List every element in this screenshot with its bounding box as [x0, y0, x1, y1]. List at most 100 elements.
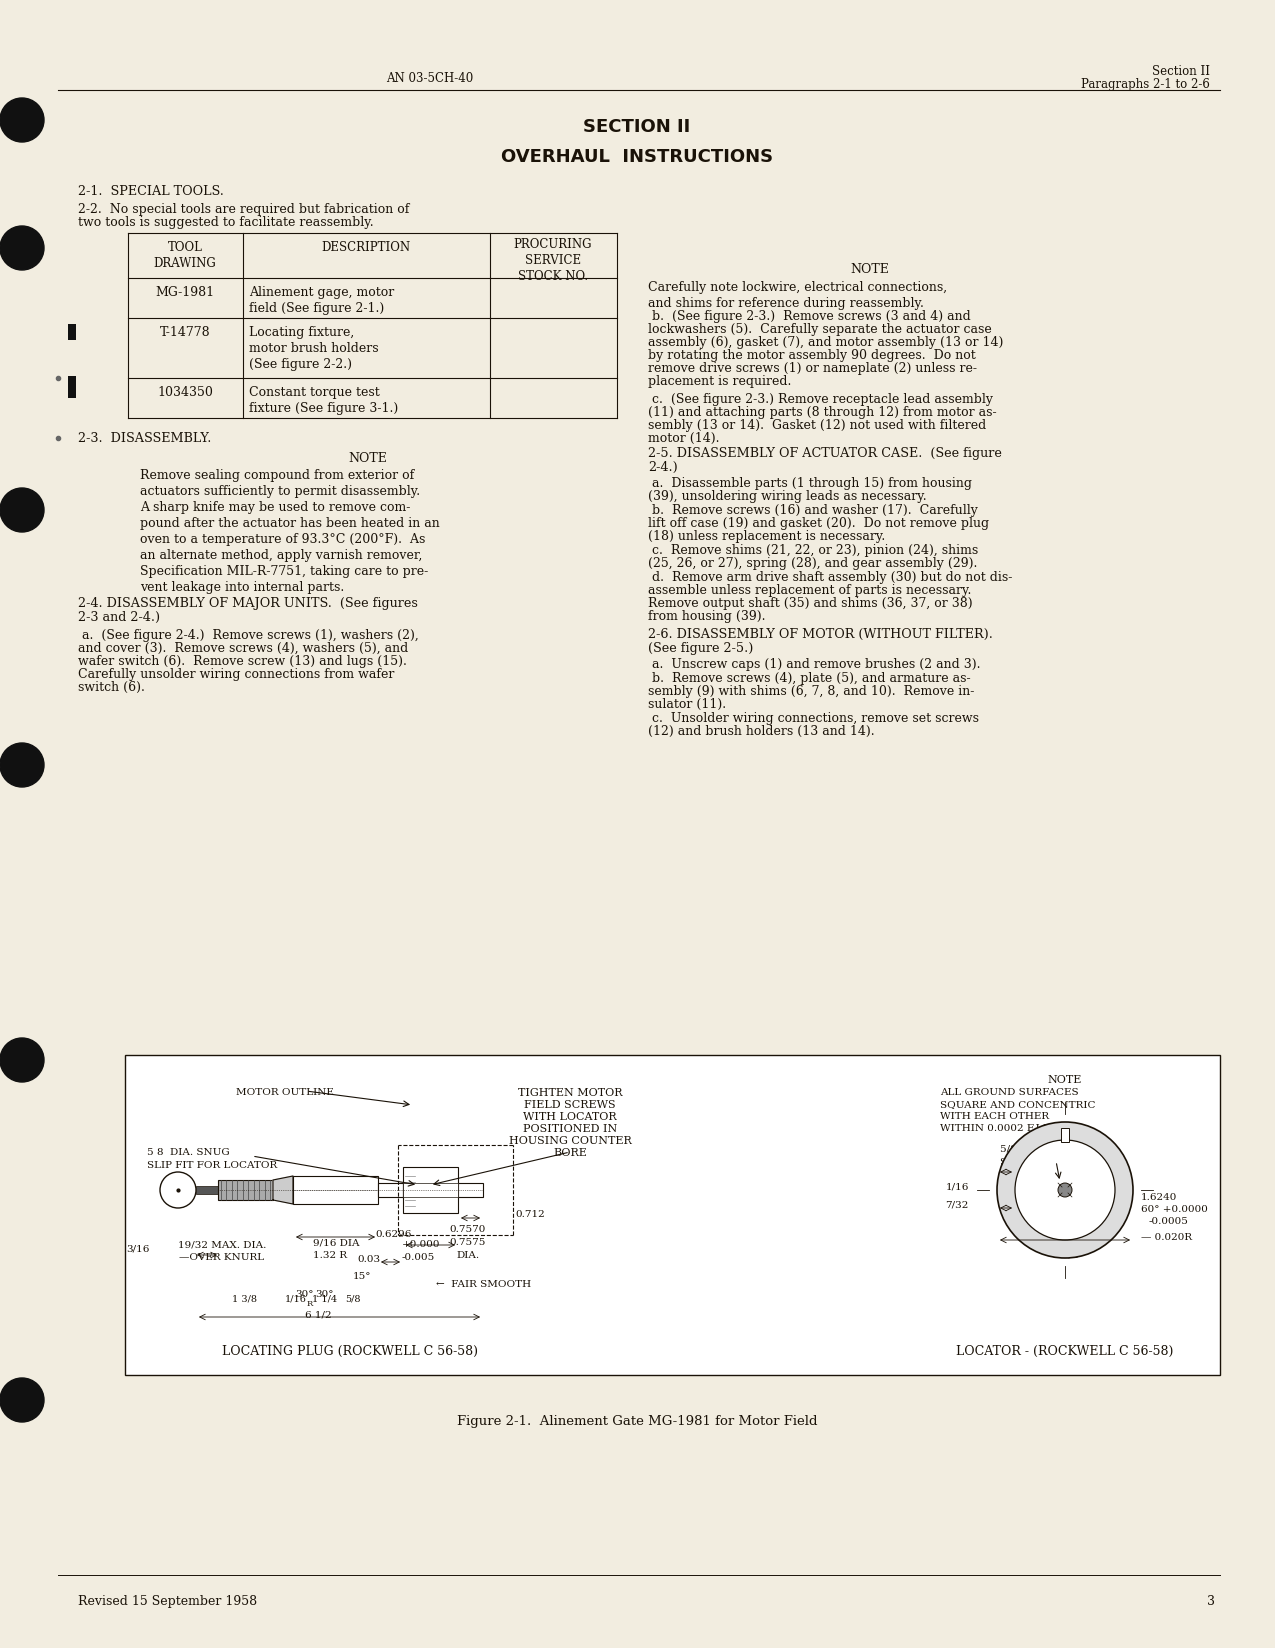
Circle shape: [0, 226, 45, 270]
Text: MOTOR OUTLINE: MOTOR OUTLINE: [236, 1088, 334, 1098]
Text: -0.005: -0.005: [402, 1252, 435, 1262]
Text: and cover (3).  Remove screws (4), washers (5), and: and cover (3). Remove screws (4), washer…: [78, 643, 408, 654]
Text: 1/16: 1/16: [286, 1295, 307, 1304]
Text: assemble unless replacement of parts is necessary.: assemble unless replacement of parts is …: [648, 583, 972, 597]
Circle shape: [0, 488, 45, 532]
Text: T-14778: T-14778: [159, 326, 210, 339]
Text: 2-3.  DISASSEMBLY.: 2-3. DISASSEMBLY.: [78, 432, 212, 445]
Text: c.  (See figure 2-3.) Remove receptacle lead assembly: c. (See figure 2-3.) Remove receptacle l…: [648, 392, 993, 405]
Text: 30°: 30°: [296, 1290, 314, 1299]
Circle shape: [0, 1378, 45, 1422]
Text: 6 1/2: 6 1/2: [305, 1310, 332, 1318]
Bar: [377, 1183, 403, 1196]
Text: SLIP FIT FOR LOCATOR: SLIP FIT FOR LOCATOR: [147, 1160, 277, 1170]
Text: a.  (See figure 2-4.)  Remove screws (1), washers (2),: a. (See figure 2-4.) Remove screws (1), …: [78, 630, 418, 643]
Bar: [68, 376, 76, 399]
Text: Carefully note lockwire, electrical connections,
and shims for reference during : Carefully note lockwire, electrical conn…: [648, 282, 947, 310]
Text: lift off case (19) and gasket (20).  Do not remove plug: lift off case (19) and gasket (20). Do n…: [648, 517, 989, 531]
Bar: [196, 1187, 218, 1195]
Text: 19/32 MAX. DIA.: 19/32 MAX. DIA.: [177, 1239, 266, 1249]
Text: (25, 26, or 27), spring (28), and gear assembly (29).: (25, 26, or 27), spring (28), and gear a…: [648, 557, 978, 570]
Text: 3/16: 3/16: [126, 1244, 149, 1254]
Text: TIGHTEN MOTOR: TIGHTEN MOTOR: [518, 1088, 622, 1098]
Bar: [293, 1177, 377, 1205]
Text: switch (6).: switch (6).: [78, 681, 145, 694]
Text: 2-5. DISASSEMBLY OF ACTUATOR CASE.  (See figure: 2-5. DISASSEMBLY OF ACTUATOR CASE. (See …: [648, 447, 1002, 460]
Polygon shape: [273, 1177, 293, 1205]
Text: 1.32 R: 1.32 R: [312, 1251, 347, 1261]
Text: assembly (6), gasket (7), and motor assembly (13 or 14): assembly (6), gasket (7), and motor asse…: [648, 336, 1003, 349]
Text: POSITIONED IN: POSITIONED IN: [523, 1124, 617, 1134]
Circle shape: [0, 743, 45, 788]
Text: d.  Remove arm drive shaft assembly (30) but do not dis-: d. Remove arm drive shaft assembly (30) …: [648, 570, 1012, 583]
Text: MG-1981: MG-1981: [156, 287, 214, 298]
Text: placement is required.: placement is required.: [648, 376, 792, 387]
Text: Alinement gage, motor
field (See figure 2-1.): Alinement gage, motor field (See figure …: [249, 287, 394, 315]
Bar: [68, 325, 76, 339]
Text: 0.712: 0.712: [515, 1210, 544, 1220]
Text: Carefully unsolder wiring connections from wafer: Carefully unsolder wiring connections fr…: [78, 667, 394, 681]
Text: 1034350: 1034350: [157, 386, 213, 399]
Bar: [403, 1167, 458, 1213]
Text: HOUSING COUNTER: HOUSING COUNTER: [509, 1135, 631, 1145]
Text: SQUARE AND CONCENTRIC: SQUARE AND CONCENTRIC: [940, 1099, 1095, 1109]
Text: — 0.020R: — 0.020R: [1141, 1233, 1192, 1243]
Text: SECTION II: SECTION II: [584, 119, 691, 137]
Text: 0.7575: 0.7575: [450, 1238, 486, 1248]
Text: from housing (39).: from housing (39).: [648, 610, 765, 623]
Text: 2-4. DISASSEMBLY OF MAJOR UNITS.  (See figures: 2-4. DISASSEMBLY OF MAJOR UNITS. (See fi…: [78, 597, 418, 610]
Text: c.  Unsolder wiring connections, remove set screws: c. Unsolder wiring connections, remove s…: [648, 712, 979, 725]
Text: Locating fixture,
motor brush holders
(See figure 2-2.): Locating fixture, motor brush holders (S…: [249, 326, 379, 371]
Text: -0.0005: -0.0005: [1149, 1216, 1188, 1226]
Text: ←  FAIR SMOOTH: ← FAIR SMOOTH: [436, 1280, 532, 1289]
Bar: [125, 1055, 1220, 1374]
Text: Section II: Section II: [1153, 64, 1210, 77]
Text: 9/16 DIA: 9/16 DIA: [312, 1238, 360, 1248]
Text: 15°: 15°: [353, 1272, 371, 1280]
Text: 3: 3: [1207, 1595, 1215, 1608]
Text: FIELD SCREWS: FIELD SCREWS: [524, 1099, 616, 1111]
Text: TOOL
DRAWING: TOOL DRAWING: [153, 241, 217, 270]
Text: a.  Unscrew caps (1) and remove brushes (2 and 3).: a. Unscrew caps (1) and remove brushes (…: [648, 658, 980, 671]
Text: WITH LOCATOR: WITH LOCATOR: [523, 1112, 617, 1122]
Text: remove drive screws (1) or nameplate (2) unless re-: remove drive screws (1) or nameplate (2)…: [648, 363, 977, 376]
Text: 2-1.  SPECIAL TOOLS.: 2-1. SPECIAL TOOLS.: [78, 185, 224, 198]
Text: AN 03-5CH-40: AN 03-5CH-40: [386, 73, 473, 86]
Text: 2-4.): 2-4.): [648, 461, 678, 475]
Text: 1/16: 1/16: [946, 1183, 969, 1192]
Text: DIA.: DIA.: [456, 1251, 479, 1261]
Text: PROCURING
SERVICE
STOCK NO.: PROCURING SERVICE STOCK NO.: [514, 237, 593, 283]
Text: (See figure 2-5.): (See figure 2-5.): [648, 643, 754, 654]
Text: 5/8 DIA. SNUG: 5/8 DIA. SNUG: [1000, 1145, 1080, 1154]
Circle shape: [1058, 1183, 1072, 1196]
Text: a.  Disassemble parts (1 through 15) from housing: a. Disassemble parts (1 through 15) from…: [648, 476, 972, 489]
Text: (39), unsoldering wiring leads as necessary.: (39), unsoldering wiring leads as necess…: [648, 489, 927, 503]
Text: 5 8  DIA. SNUG: 5 8 DIA. SNUG: [147, 1149, 230, 1157]
Circle shape: [0, 1038, 45, 1083]
Text: two tools is suggested to facilitate reassembly.: two tools is suggested to facilitate rea…: [78, 216, 374, 229]
Text: 1 1/4: 1 1/4: [312, 1295, 338, 1304]
Text: motor (14).: motor (14).: [648, 432, 719, 445]
Text: LOCATOR - (ROCKWELL C 56-58): LOCATOR - (ROCKWELL C 56-58): [956, 1345, 1174, 1358]
Bar: [403, 1183, 458, 1196]
Text: (11) and attaching parts (8 through 12) from motor as-: (11) and attaching parts (8 through 12) …: [648, 405, 997, 419]
Circle shape: [0, 97, 45, 142]
Text: Constant torque test
fixture (See figure 3-1.): Constant torque test fixture (See figure…: [249, 386, 398, 415]
Text: WITH EACH OTHER: WITH EACH OTHER: [940, 1112, 1049, 1121]
Circle shape: [1015, 1140, 1116, 1239]
Text: by rotating the motor assembly 90 degrees.  Do not: by rotating the motor assembly 90 degree…: [648, 349, 975, 363]
Text: BORE: BORE: [553, 1149, 586, 1159]
Text: Figure 2-1.  Alinement Gate MG-1981 for Motor Field: Figure 2-1. Alinement Gate MG-1981 for M…: [456, 1416, 817, 1429]
Circle shape: [159, 1172, 196, 1208]
Text: LOCATING PLUG (ROCKWELL C 56-58): LOCATING PLUG (ROCKWELL C 56-58): [222, 1345, 478, 1358]
Text: R: R: [307, 1300, 314, 1309]
Text: 1.6240: 1.6240: [1141, 1193, 1177, 1201]
Text: (18) unless replacement is necessary.: (18) unless replacement is necessary.: [648, 531, 885, 542]
Text: 1 3/8: 1 3/8: [232, 1295, 256, 1304]
Text: NOTE: NOTE: [348, 452, 388, 465]
Text: sulator (11).: sulator (11).: [648, 699, 727, 710]
Text: 7/32: 7/32: [946, 1200, 969, 1210]
Text: —OVER KNURL: —OVER KNURL: [180, 1252, 265, 1262]
Text: WITHIN 0.0002 F.I.R.: WITHIN 0.0002 F.I.R.: [940, 1124, 1054, 1134]
Text: wafer switch (6).  Remove screw (13) and lugs (15).: wafer switch (6). Remove screw (13) and …: [78, 654, 407, 667]
